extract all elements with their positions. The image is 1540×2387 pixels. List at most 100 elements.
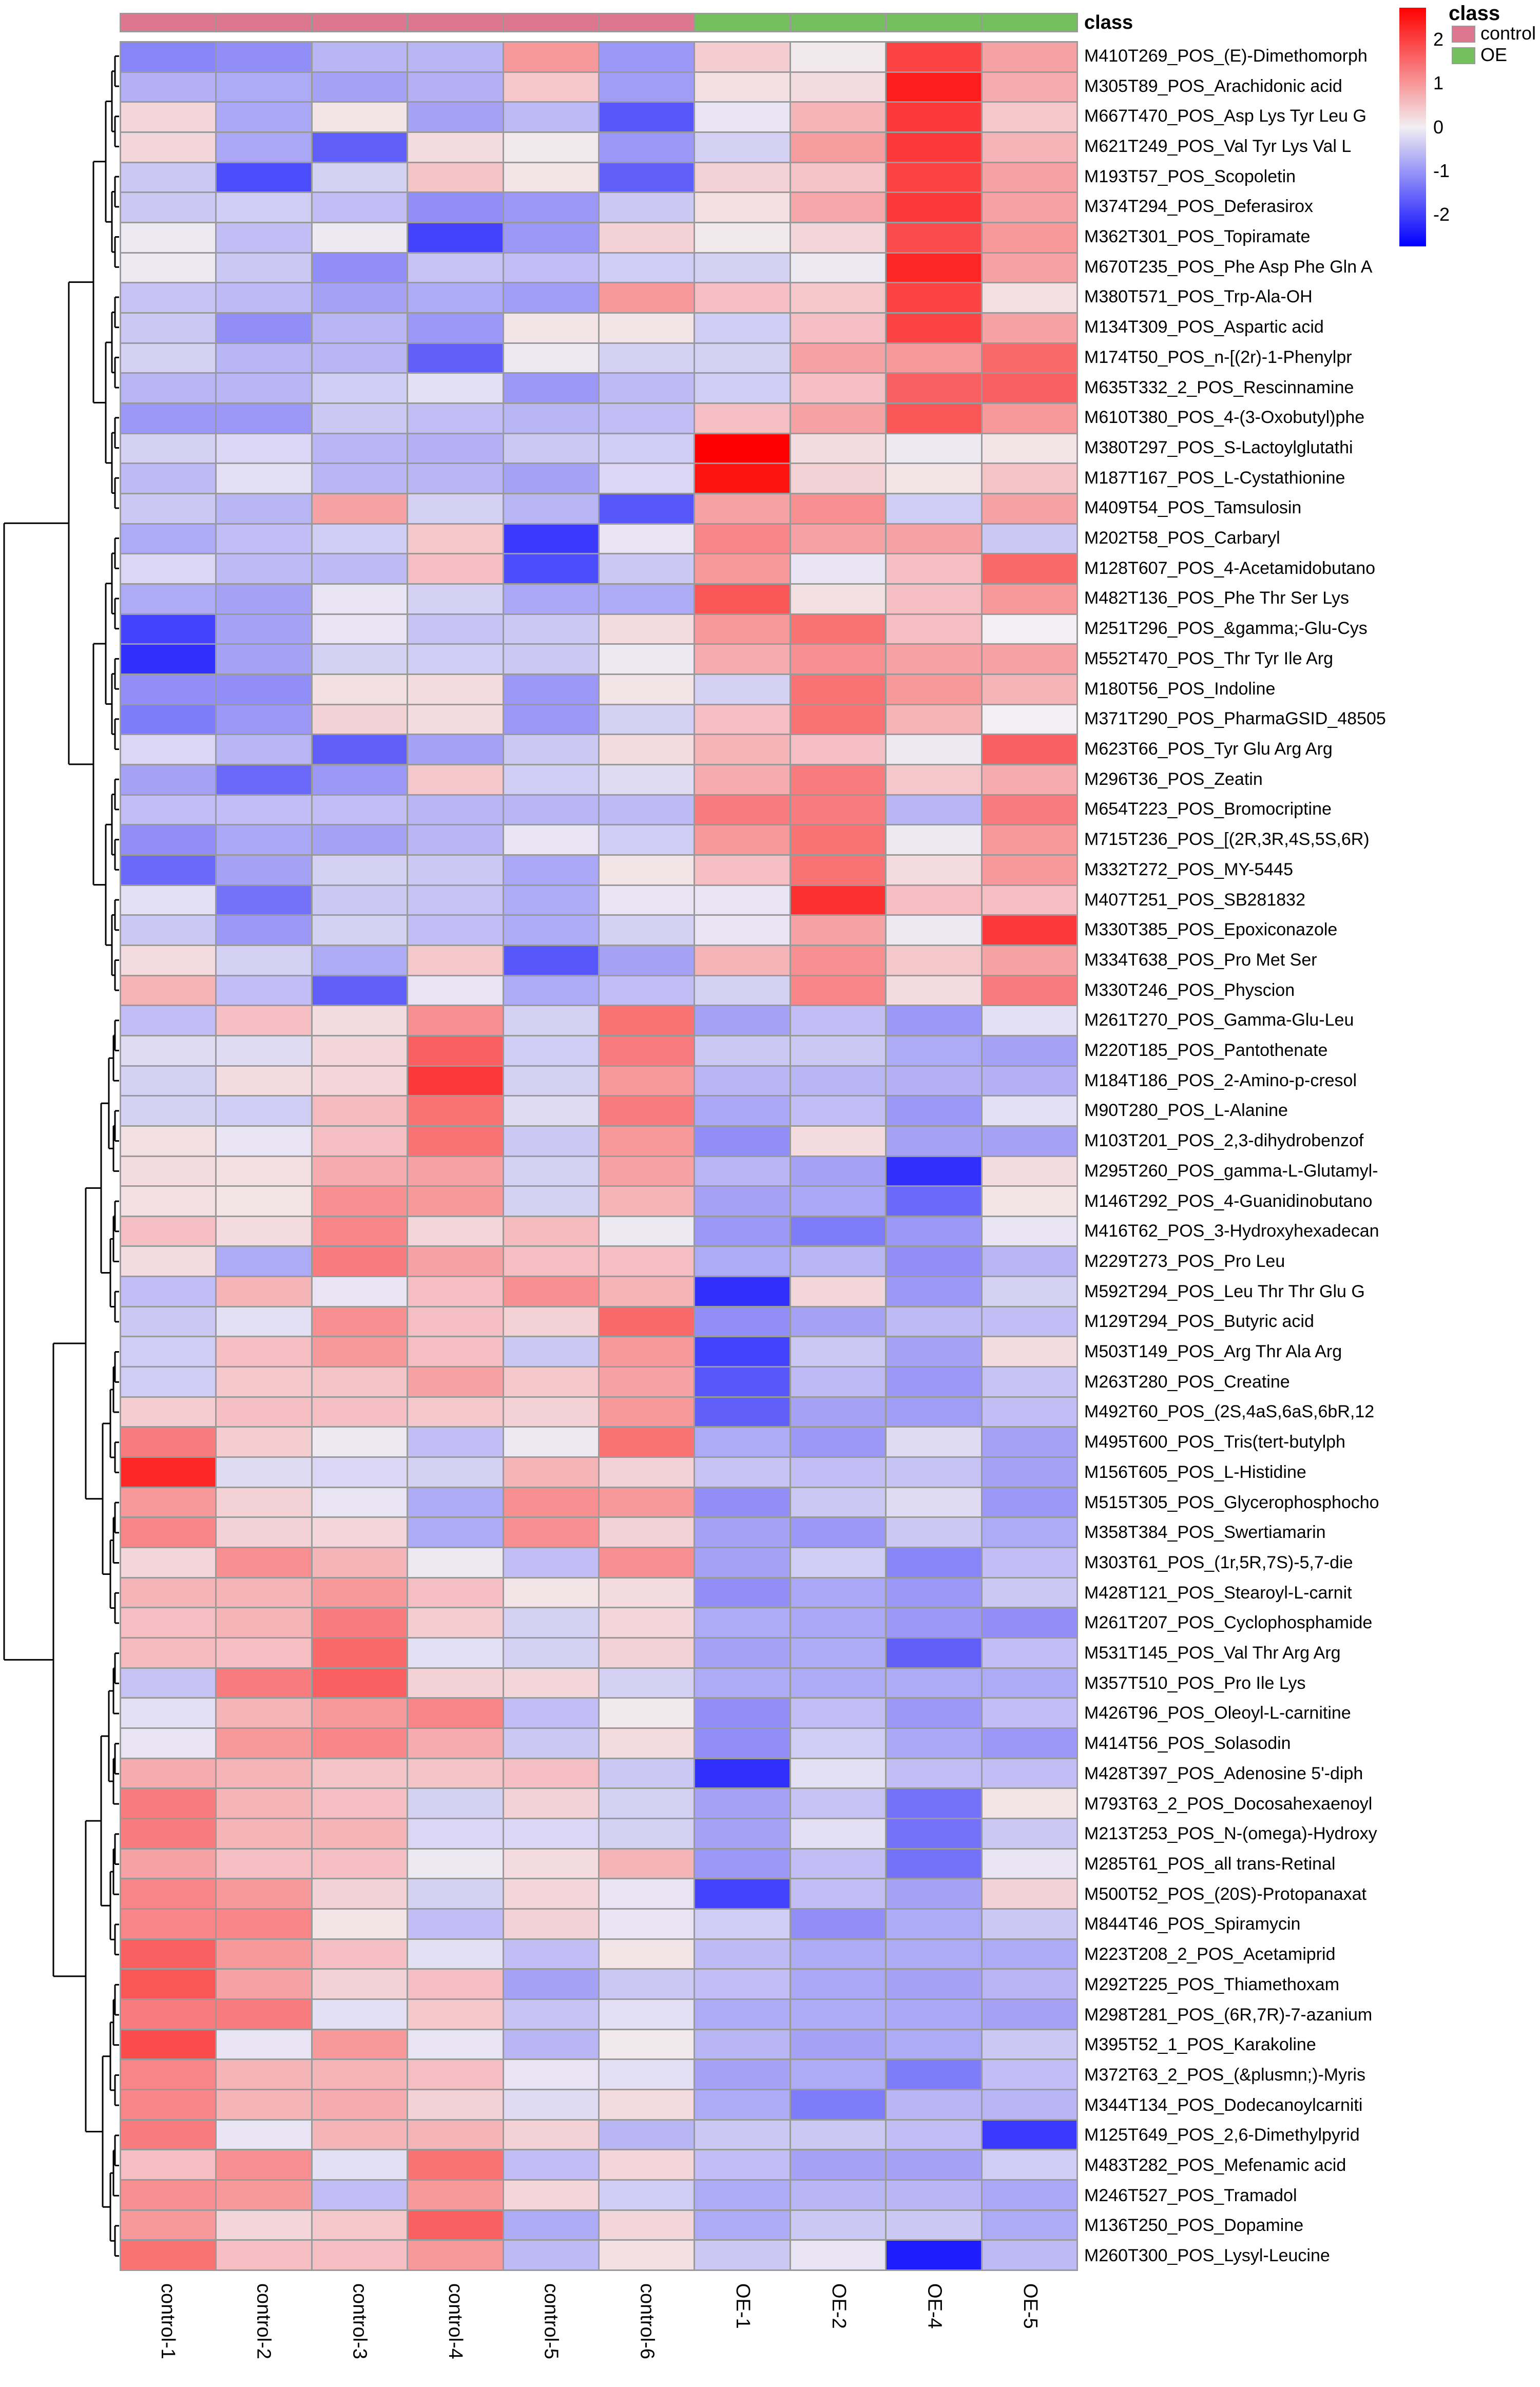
heatmap-cell: [599, 675, 694, 704]
heatmap-cell: [504, 1759, 598, 1788]
heatmap-cell: [791, 705, 886, 734]
heatmap-cell: [408, 976, 503, 1005]
heatmap-cell: [887, 1970, 981, 1999]
heatmap-cell: [121, 1970, 216, 1999]
heatmap-cell: [312, 855, 407, 884]
row-label: M844T46_POS_Spiramycin: [1084, 1914, 1301, 1934]
row-label: M223T208_2_POS_Acetamiprid: [1084, 1945, 1336, 1965]
heatmap-cell: [408, 434, 503, 463]
heatmap-cell: [312, 1157, 407, 1186]
heatmap-cell: [408, 2060, 503, 2089]
heatmap-cell: [504, 705, 598, 734]
heatmap-cell: [887, 675, 981, 704]
heatmap-cell: [504, 2030, 598, 2059]
heatmap-cell: [408, 1488, 503, 1517]
heatmap-cell: [121, 464, 216, 493]
heatmap-cell: [887, 403, 981, 433]
heatmap-cell: [695, 1879, 790, 1909]
heatmap-cell: [982, 1187, 1076, 1216]
heatmap-cell: [887, 1307, 981, 1336]
heatmap-cell: [791, 1699, 886, 1728]
heatmap-cell: [695, 253, 790, 282]
heatmap-cell: [504, 223, 598, 252]
heatmap-cell: [121, 645, 216, 673]
heatmap-cell: [982, 103, 1076, 131]
heatmap-cell: [408, 1428, 503, 1457]
heatmap-cell: [504, 1368, 598, 1396]
heatmap-cell: [791, 2120, 886, 2149]
heatmap-cell: [982, 1368, 1076, 1396]
heatmap-cell: [982, 1879, 1076, 1909]
heatmap-cell: [791, 464, 886, 493]
heatmap-cell: [408, 253, 503, 282]
heatmap-cell: [504, 645, 598, 673]
heatmap-cell: [312, 946, 407, 975]
heatmap-cell: [408, 825, 503, 854]
heatmap-cell: [121, 343, 216, 373]
heatmap-cell: [217, 103, 311, 131]
heatmap-cell: [695, 434, 790, 463]
heatmap-cell: [121, 1126, 216, 1156]
heatmap-cell: [695, 795, 790, 824]
heatmap-cell: [217, 1126, 311, 1156]
row-label: M251T296_POS_&gamma;-Glu-Cys: [1084, 619, 1368, 639]
heatmap-cell: [504, 1337, 598, 1366]
heatmap-cell: [408, 1187, 503, 1216]
heatmap-cell: [599, 1910, 694, 1938]
heatmap-cell: [695, 1548, 790, 1577]
row-label: M667T470_POS_Asp Lys Tyr Leu G: [1084, 106, 1366, 126]
heatmap-cell: [695, 524, 790, 553]
heatmap-cell: [791, 1307, 886, 1336]
row-label: M428T121_POS_Stearoyl-L-carnit: [1084, 1583, 1352, 1603]
heatmap-cell: [695, 1096, 790, 1125]
heatmap-cell: [791, 1668, 886, 1698]
heatmap-cell: [695, 163, 790, 192]
heatmap-cell: [982, 1066, 1076, 1095]
row-label: M552T470_POS_Thr Tyr Ile Arg: [1084, 648, 1334, 668]
heatmap-cell: [312, 1247, 407, 1276]
heatmap-cell: [599, 584, 694, 613]
heatmap-cell: [217, 2210, 311, 2240]
heatmap-cell: [887, 1488, 981, 1517]
heatmap-cell: [217, 1578, 311, 1607]
heatmap-cell: [791, 2181, 886, 2209]
heatmap-cell: [982, 1668, 1076, 1698]
heatmap-cell: [121, 1277, 216, 1306]
legend-class-label: OE: [1480, 44, 1508, 65]
heatmap-cell: [791, 1006, 886, 1035]
heatmap-cell: [887, 1939, 981, 1969]
heatmap-cell: [695, 132, 790, 162]
heatmap-cell: [408, 132, 503, 162]
heatmap-cell: [791, 223, 886, 252]
heatmap-cell: [408, 283, 503, 312]
heatmap-cell: [887, 2120, 981, 2149]
heatmap-cell: [121, 1217, 216, 1246]
row-label: M261T270_POS_Gamma-Glu-Leu: [1084, 1010, 1354, 1030]
heatmap-cell: [121, 855, 216, 884]
heatmap-cell: [982, 946, 1076, 975]
heatmap-cell: [312, 1970, 407, 1999]
heatmap-cell: [312, 554, 407, 583]
heatmap-cell: [695, 1578, 790, 1607]
heatmap-cell: [121, 1668, 216, 1698]
class-annotation-label: class: [1084, 11, 1133, 33]
heatmap-cell: [121, 795, 216, 824]
row-label: M362T301_POS_Topiramate: [1084, 227, 1311, 247]
heatmap-cell: [887, 1157, 981, 1186]
heatmap-cell: [695, 1187, 790, 1216]
heatmap-cell: [887, 1819, 981, 1848]
heatmap-cell: [887, 1548, 981, 1577]
heatmap-cell: [599, 1819, 694, 1848]
heatmap-cell: [695, 313, 790, 342]
heatmap-cell: [504, 2000, 598, 2029]
heatmap-cell: [599, 1337, 694, 1366]
heatmap-cell: [504, 374, 598, 402]
heatmap-cell: [408, 1879, 503, 1909]
heatmap-cell: [887, 1668, 981, 1698]
row-label: M495T600_POS_Tris(tert-butylph: [1084, 1432, 1345, 1452]
row-label: M654T223_POS_Bromocriptine: [1084, 799, 1332, 819]
row-label: M90T280_POS_L-Alanine: [1084, 1101, 1288, 1121]
heatmap-cell: [887, 1066, 981, 1095]
row-label: M263T280_POS_Creatine: [1084, 1372, 1290, 1392]
heatmap-cell: [599, 1458, 694, 1487]
